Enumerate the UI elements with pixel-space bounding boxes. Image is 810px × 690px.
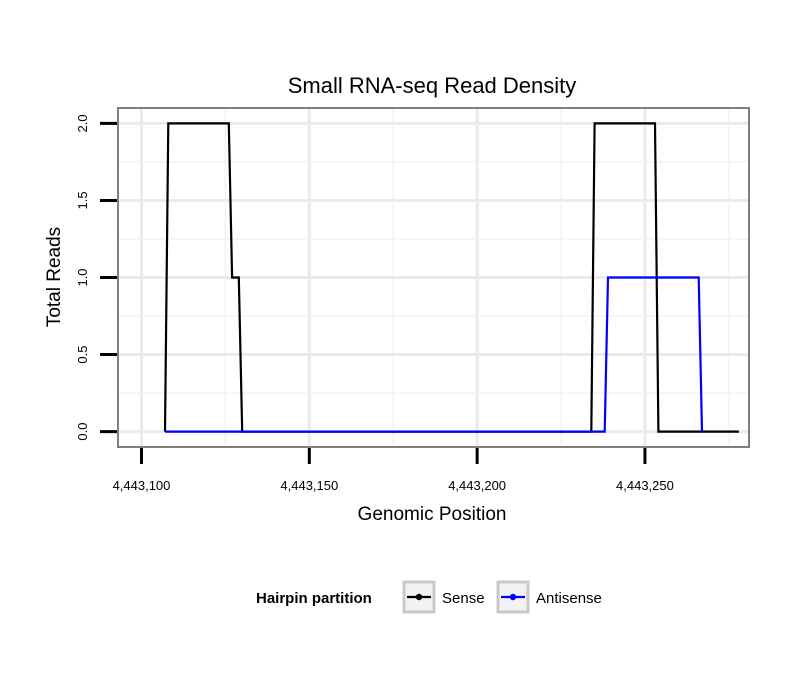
x-tick-label: 4,443,200	[448, 478, 506, 493]
plot-panel-border	[117, 107, 750, 448]
legend-key-point	[509, 593, 517, 601]
y-tick-label: 0.5	[75, 346, 90, 364]
y-axis-label: Total Reads	[44, 227, 65, 327]
y-tick-label: 0.0	[75, 423, 90, 441]
x-tick-label: 4,443,150	[280, 478, 338, 493]
legend-label-sense: Sense	[442, 590, 485, 607]
x-axis: 4,443,100 4,443,150 4,443,200 4,443,250	[113, 448, 674, 493]
y-tick-label: 1.0	[75, 268, 90, 286]
y-axis: 0.0 0.5 1.0 1.5 2.0	[75, 114, 117, 441]
x-tick-label: 4,443,250	[616, 478, 674, 493]
series-line-antisense	[165, 276, 704, 433]
chart-title: Small RNA-seq Read Density	[288, 73, 577, 98]
legend: Hairpin partition Sense Antisense	[256, 580, 602, 614]
series-lines	[163, 122, 739, 433]
y-tick-label: 1.5	[75, 191, 90, 209]
x-tick-label: 4,443,100	[113, 478, 171, 493]
legend-key-point	[415, 593, 423, 601]
x-axis-label: Genomic Position	[358, 504, 507, 525]
legend-title: Hairpin partition	[256, 590, 372, 607]
y-tick-label: 2.0	[75, 114, 90, 132]
legend-label-antisense: Antisense	[536, 590, 602, 607]
